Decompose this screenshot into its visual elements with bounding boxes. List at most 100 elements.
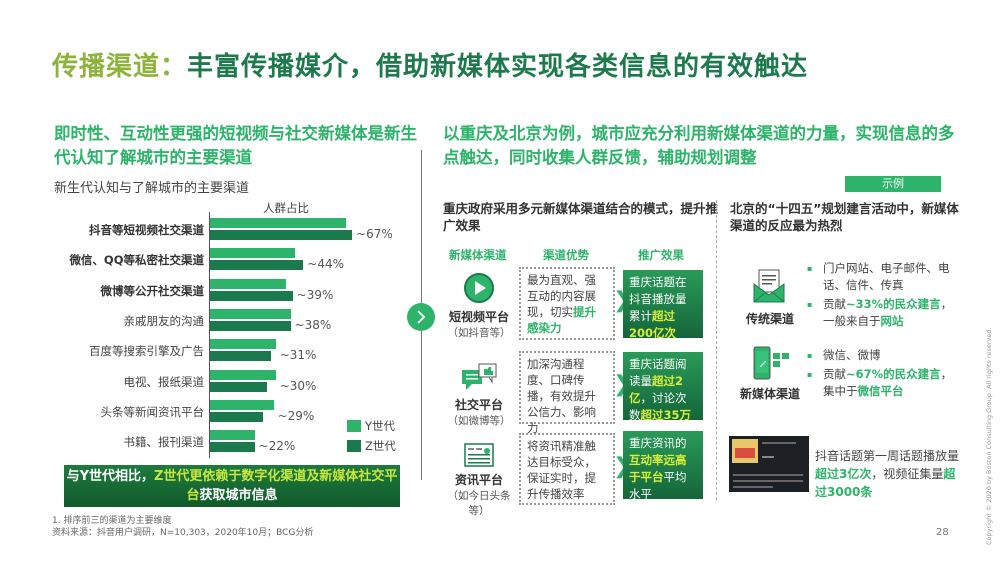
beijing-heading: 北京的“十四五”规划建言活动中，新媒体渠道的反应最为热烈: [730, 201, 959, 233]
play-icon: [463, 272, 495, 304]
traditional-bullets: 门户网站、电子邮件、电话、信件、传真 贡献~33%的民众建言，一般来自于网站: [805, 260, 955, 332]
data-label: ~67%: [356, 227, 393, 241]
bullet-item: 贡献~67%的民众建言，集中于微信平台: [805, 366, 955, 400]
advantage-box: 加深沟通程度、口碑传播，有效提升公信力、影响力: [519, 351, 615, 435]
double-chevron-icon: ❯: [613, 454, 631, 479]
platform-sub: （如抖音等）: [447, 327, 511, 339]
chongqing-heading: 重庆政府采用多元新媒体渠道结合的模式，提升推广效果: [443, 201, 719, 233]
bar-z-generation: [210, 230, 353, 240]
effect-highlight: 互动率远高于平台: [629, 453, 687, 484]
footnote-source: 资料来源：抖音用户调研，N=10,303，2020年10月；BCG分析: [52, 528, 314, 538]
thumbnail-line: [733, 480, 803, 482]
legend-item-y: Y世代: [347, 418, 395, 434]
bar-z-generation: [210, 442, 255, 453]
effect-highlight: 超过200亿次: [629, 309, 677, 340]
legend-item-z: Z世代: [347, 438, 396, 454]
category-label: 书籍、报刊渠道: [123, 435, 205, 450]
double-chevron-icon: ❯: [613, 288, 631, 313]
douyin-screenshot-thumbnail: [729, 436, 809, 492]
left-heading: 即时性、互动性更强的短视频与社交新媒体是新生代认知了解城市的主要渠道: [54, 124, 417, 167]
data-label: ~30%: [279, 378, 317, 393]
advantage-text: 最为直观、强互动的内容展现，切实: [527, 273, 596, 319]
bullet-item: 微信、微博: [805, 347, 955, 364]
data-label: ~38%: [294, 317, 332, 332]
thumbnail-line: [733, 474, 803, 476]
thumbnail-line: [733, 486, 773, 488]
category-label: 微信、QQ等私密社交渠道: [69, 253, 204, 268]
bar-y-generation: [210, 278, 287, 289]
douyin-stats-text: 抖音话题第一周话题播放量超过3亿次，视频征集量超过3000条: [815, 447, 963, 501]
bullet-item: 门户网站、电子邮件、电话、信件、传真: [805, 260, 955, 294]
col-header-effect: 推广效果: [638, 248, 684, 262]
example-tag: 示例: [845, 176, 941, 192]
bullet-text: ，一般来自于: [823, 297, 953, 328]
title-prefix: 传播渠道：: [52, 52, 188, 82]
bar-y-generation: [210, 218, 346, 228]
copyright-notice: Copyright © 2020 by Boston Consulting Gr…: [985, 327, 993, 545]
category-label: 头条等新闻资讯平台: [100, 404, 205, 419]
data-label: ~44%: [307, 257, 344, 272]
new-media-bullets: 微信、微博 贡献~67%的民众建言，集中于微信平台: [805, 347, 955, 402]
col-header-advantage: 渠道优势: [543, 248, 589, 262]
right-heading: 以重庆及北京为例，城市应充分利用新媒体渠道的力量，实现信息的多点触达，同时收集人…: [443, 124, 955, 167]
douyin-highlight: 超过3亿次: [815, 467, 872, 481]
advantage-box: 将资讯精准触达目标受众，保证实时，提升传播效率: [519, 433, 615, 505]
bullet-highlight: ~67%的民众建言: [846, 367, 941, 381]
effect-text: 重庆话题阅读量: [629, 357, 687, 388]
footnote-1: 1. 排序前三的渠道为主要维度: [52, 516, 172, 526]
effect-highlight: 超过2亿: [629, 374, 684, 405]
legend-swatch-y: [347, 420, 361, 432]
chart-axis-title: 人群占比: [263, 201, 309, 215]
bullet-item: 贡献~33%的民众建言，一般来自于网站: [805, 296, 955, 330]
effect-text-2: ，讨论次数: [629, 391, 687, 422]
bar-y-generation: [210, 308, 291, 319]
data-label: ~29%: [277, 408, 315, 423]
platform-social: 社交平台 （如微博等）: [440, 362, 518, 428]
douyin-highlight: 超过3000条: [815, 467, 956, 499]
category-label: 微博等公开社交渠道: [100, 283, 205, 298]
col-header-channel: 新媒体渠道: [449, 248, 507, 262]
category-label: 电视、报纸渠道: [123, 374, 205, 389]
platform-short-video: 短视频平台 （如抖音等）: [440, 272, 518, 340]
platform-name: 社交平台: [454, 398, 503, 412]
platform-sub: （如微博等）: [447, 415, 511, 427]
effect-text: 重庆话题在抖音播放量累计: [629, 275, 687, 323]
bullet-highlight: 网站: [880, 314, 904, 328]
effect-text-2: 平均水平: [629, 470, 687, 501]
douyin-text: 抖音话题第一周话题播放量: [815, 449, 960, 463]
platform-news: 资讯平台 （如今日头条等）: [440, 443, 518, 518]
platform-sub: （如今日头条等）: [447, 490, 511, 517]
bullet-text: 贡献: [823, 297, 846, 311]
effect-box: 重庆资讯的互动率远高于平台平均水平: [623, 431, 703, 501]
thumbnail-line: [762, 456, 774, 458]
title-main: 丰富传播媒介，借助新媒体实现各类信息的有效触达: [187, 52, 809, 82]
bar-z-generation: [210, 320, 291, 331]
phone-icon: [752, 345, 792, 385]
effect-box: 重庆话题在抖音播放量累计超过200亿次: [623, 270, 703, 340]
bar-y-generation: [210, 369, 276, 380]
platform-name: 资讯平台: [454, 473, 503, 487]
advantage-highlight: 提升感染力: [527, 305, 596, 335]
douyin-text: ，视频征集量: [871, 467, 944, 481]
advantage-text: 加深沟通程度、口碑传播，有效提升公信力、影响力: [527, 357, 596, 435]
double-chevron-icon: ❯: [613, 372, 631, 397]
bar-y-generation: [210, 339, 276, 350]
data-label: ~22%: [258, 439, 296, 454]
footnotes: 1. 排序前三的渠道为主要维度 资料来源：抖音用户调研，N=10,303，202…: [52, 515, 313, 539]
news-icon: [464, 443, 494, 467]
page-number: 28: [936, 527, 949, 538]
bullet-highlight: ~33%的民众建言: [846, 297, 941, 311]
banner-text-2: 获取城市信息: [199, 488, 278, 503]
chevron-right-icon: [407, 303, 435, 331]
bar-z-generation: [210, 411, 263, 422]
bar-y-generation: [210, 399, 274, 410]
chat-like-icon: [459, 362, 499, 392]
effect-text: 重庆资讯的: [629, 436, 687, 450]
banner-highlight: Z世代更依赖于数字化渠道及新媒体社交平台: [153, 469, 398, 503]
bar-z-generation: [210, 351, 272, 362]
thumbnail-image-text: [735, 448, 755, 458]
envelope-icon: [752, 268, 786, 308]
category-label: 百度等搜索引擎及广告: [89, 344, 204, 359]
page-title: 传播渠道：丰富传播媒介，借助新媒体实现各类信息的有效触达: [52, 46, 808, 83]
data-label: ~31%: [279, 348, 317, 363]
